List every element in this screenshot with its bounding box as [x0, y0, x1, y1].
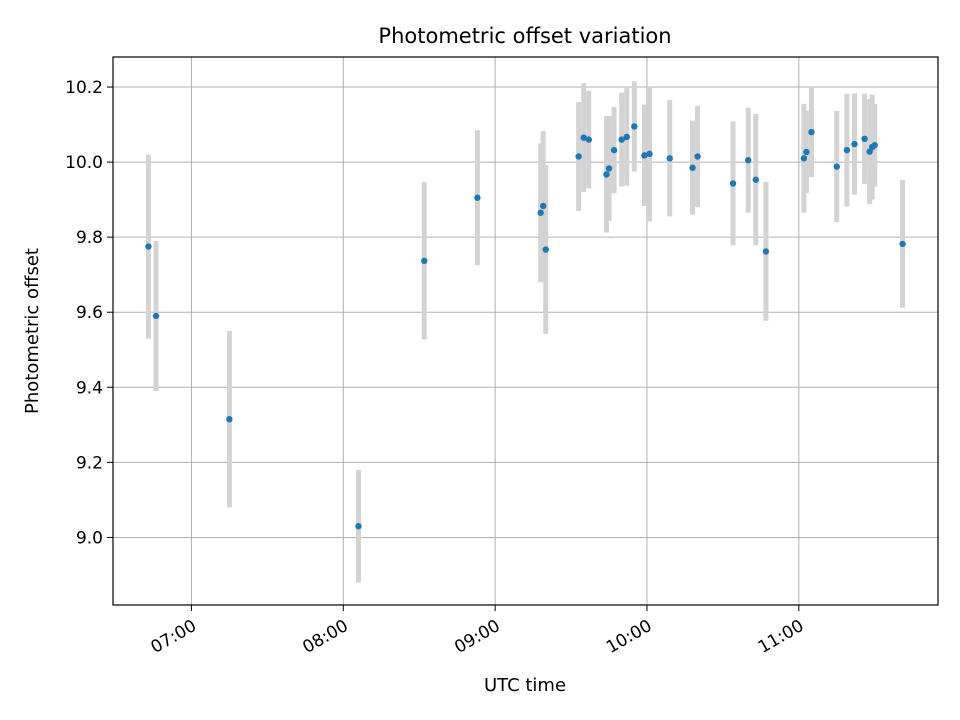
data-point: [474, 194, 481, 201]
data-point: [843, 146, 851, 154]
grid: [113, 57, 938, 605]
data-point: [694, 153, 701, 160]
data-point: [803, 148, 810, 156]
data-point: [605, 165, 613, 172]
data-point: [729, 180, 737, 187]
data-point: [537, 209, 544, 216]
data-point: [575, 153, 582, 160]
y-tick-label: 9.0: [76, 528, 103, 548]
data-point: [610, 146, 618, 154]
y-tick-label: 10.2: [65, 78, 103, 98]
data-point: [623, 133, 630, 141]
y-tick-label: 9.4: [76, 378, 103, 398]
data-point: [542, 246, 549, 253]
data-point: [421, 257, 428, 265]
chart-title: Photometric offset variation: [378, 24, 671, 48]
data-point: [646, 150, 653, 158]
plot-frame: [112, 56, 939, 606]
data-point: [641, 152, 648, 159]
data-point: [800, 155, 808, 162]
data-point: [808, 128, 815, 136]
data-point: [833, 163, 840, 170]
x-axis-title: UTC time: [484, 675, 566, 696]
data-point: [762, 248, 770, 255]
data-point: [861, 135, 868, 143]
y-axis: 9.0 9.2 9.4 9.6 9.8 10.0 10.2: [65, 78, 113, 548]
y-axis-title: Photometric offset: [22, 248, 43, 414]
data-point: [585, 136, 592, 143]
data-point: [152, 312, 160, 320]
data-point: [580, 134, 587, 141]
data-point: [689, 164, 696, 171]
data-point: [899, 240, 906, 248]
data-point: [871, 142, 878, 149]
data-point: [226, 416, 233, 423]
data-point: [666, 155, 673, 162]
data-point: [540, 202, 547, 210]
data-point: [355, 522, 362, 530]
data-point: [145, 243, 152, 250]
y-tick-label: 9.8: [76, 228, 103, 248]
data-point: [851, 140, 858, 148]
y-tick-label: 10.0: [65, 153, 103, 173]
data-point: [631, 123, 638, 130]
data-point: [603, 171, 610, 178]
data-point: [618, 136, 625, 143]
data-markers: [145, 123, 906, 530]
data-point: [752, 176, 759, 183]
y-tick-label: 9.6: [76, 303, 103, 323]
y-tick-label: 9.2: [76, 453, 103, 473]
data-point: [744, 157, 752, 164]
